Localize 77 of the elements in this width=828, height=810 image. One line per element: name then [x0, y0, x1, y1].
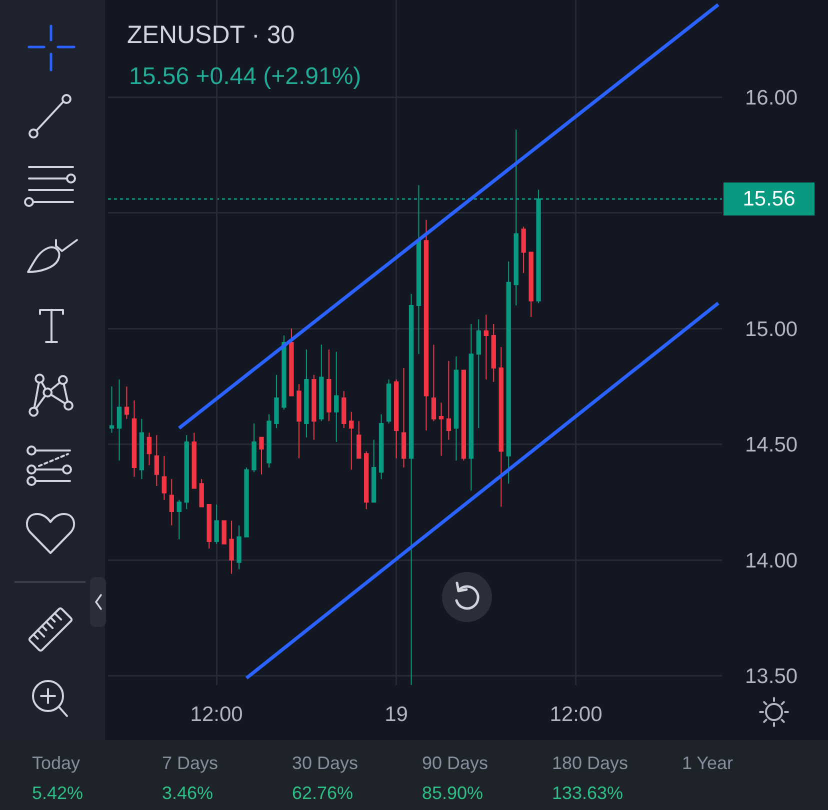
- candlestick: [244, 466, 249, 538]
- candlestick: [289, 328, 294, 396]
- y-tick-label: 16.00: [745, 86, 798, 110]
- y-tick-label: 13.50: [745, 665, 798, 688]
- y-tick-label: 15.00: [745, 318, 798, 341]
- candlestick: [498, 346, 504, 508]
- candlestick: [521, 226, 526, 274]
- candlestick: [349, 411, 354, 470]
- text: 15.56 +0.44 (+2.91%): [129, 63, 362, 90]
- text: 3.46%: [162, 783, 214, 803]
- candlestick: [454, 356, 459, 462]
- candlestick: [342, 390, 346, 429]
- candlestick: [139, 418, 144, 480]
- candlestick: [386, 379, 392, 424]
- candlestick: [506, 261, 511, 484]
- text: 5.42%: [32, 783, 84, 803]
- candlestick: [401, 367, 406, 468]
- candlestick: [184, 434, 189, 510]
- y-tick-label: 14.50: [745, 434, 798, 457]
- candlestick: [132, 400, 137, 478]
- ref-line-label: 15.56: [742, 188, 796, 210]
- x-tick-label: 19: [384, 703, 408, 726]
- candlestick: [229, 520, 234, 574]
- candlestick: [461, 370, 466, 462]
- candlestick: [438, 402, 444, 456]
- candlestick: [222, 520, 226, 544]
- candlestick: [206, 504, 212, 549]
- candlestick: [109, 386, 114, 434]
- candlestick: [431, 344, 436, 422]
- candlestick: [162, 455, 166, 500]
- candlestick: [319, 344, 324, 422]
- y-tick-label: 14.00: [745, 549, 798, 572]
- candlestick: [476, 318, 481, 429]
- text: 85.90%: [422, 783, 484, 803]
- candlestick: [378, 414, 384, 480]
- candlestick: [326, 348, 332, 422]
- candlestick: [192, 432, 196, 489]
- candlestick: [312, 374, 316, 440]
- candlestick: [468, 323, 474, 492]
- text: Today: [32, 753, 80, 773]
- candlestick: [364, 450, 369, 510]
- candlestick: [528, 252, 534, 318]
- candlestick: [274, 374, 279, 429]
- text: 30 Days: [292, 753, 358, 773]
- candlestick: [146, 432, 152, 466]
- candlestick: [408, 293, 414, 685]
- text: 133.63%: [552, 783, 624, 803]
- candlestick: [491, 323, 496, 382]
- candlestick: [296, 384, 302, 459]
- candlestick: [484, 314, 488, 380]
- candlestick: [424, 219, 429, 431]
- candlestick: [214, 504, 219, 544]
- candlestick: [356, 420, 362, 459]
- candlestick: [282, 335, 286, 410]
- candlestick: [252, 423, 256, 473]
- candlestick: [176, 499, 182, 540]
- x-tick-label: 12:00: [190, 703, 243, 726]
- candlestick: [116, 379, 122, 462]
- text: 1 Year: [682, 753, 734, 773]
- text: 90 Days: [422, 753, 488, 773]
- candlestick: [259, 436, 264, 475]
- candlestick: [446, 360, 452, 440]
- candlestick: [304, 348, 309, 438]
- x-tick-label: 12:00: [550, 703, 602, 726]
- candlestick: [266, 414, 272, 468]
- text: 62.76%: [292, 783, 354, 803]
- candlestick: [371, 439, 376, 503]
- candlestick: [394, 379, 399, 459]
- text: 180 Days: [552, 753, 628, 773]
- candlestick: [334, 351, 339, 443]
- candlestick: [124, 386, 130, 420]
- candlestick: [169, 478, 174, 526]
- candlestick: [154, 434, 160, 486]
- text: 7 Days: [162, 753, 218, 773]
- candlestick: [199, 478, 204, 508]
- text: ZENUSDT · 30: [127, 20, 295, 49]
- candlestick: [236, 524, 242, 570]
